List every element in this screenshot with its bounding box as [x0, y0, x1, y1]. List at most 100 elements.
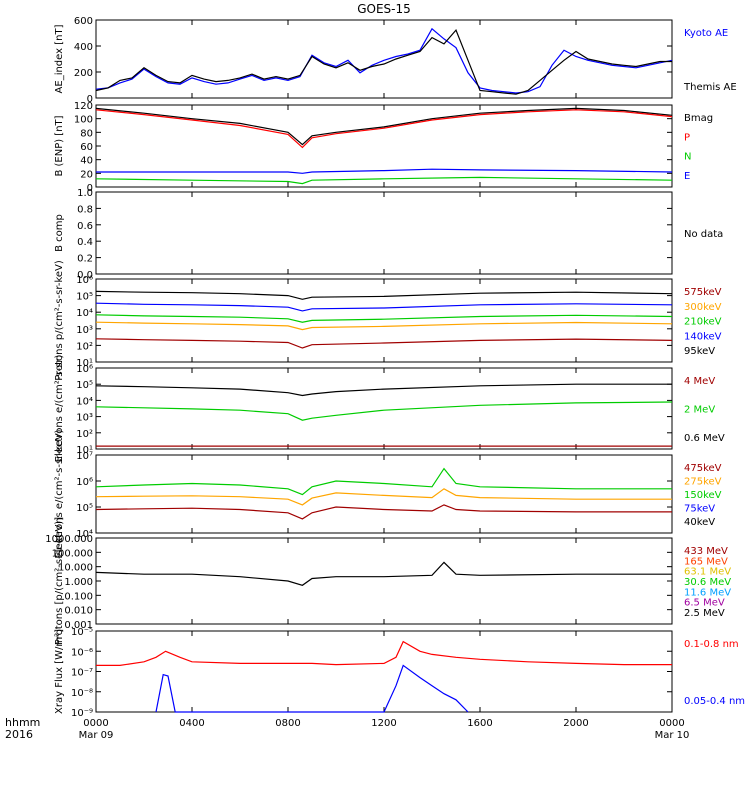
legend-entry: N	[684, 152, 691, 163]
y-tick-label: 10³	[76, 325, 93, 336]
y-tick-label: 10⁶	[76, 275, 93, 286]
series-line	[95, 28, 672, 95]
series-line	[95, 561, 672, 586]
series-line	[95, 27, 673, 94]
y-tick-label: 10⁵	[76, 380, 93, 391]
y-tick-label: 20	[80, 169, 93, 180]
x-tick-label: 0000	[659, 718, 684, 729]
y-tick-label: 10²	[76, 341, 93, 352]
y-tick-label: 0.4	[77, 237, 93, 248]
y-axis-label: B (ENP) [nT]	[54, 115, 65, 176]
y-tick-label: 0.001	[64, 620, 93, 631]
x-tick-label: 0000	[83, 718, 108, 729]
legend-entry: Bmag	[684, 113, 713, 124]
legend-entry: 2 MeV	[684, 405, 715, 416]
x-tick-date: Mar 09	[79, 730, 114, 741]
y-tick-label: 10⁻⁸	[71, 688, 93, 699]
legend-entry: Themis AE	[683, 82, 737, 93]
series-line	[95, 302, 673, 312]
y-tick-label: 60	[80, 142, 93, 153]
x-corner-top: hhmm	[5, 716, 40, 729]
y-tick-label: 200	[74, 68, 93, 79]
y-tick-label: 10⁻⁹	[71, 708, 93, 719]
legend-entry: 433 MeV	[684, 546, 728, 557]
legend-entry: 150keV	[684, 490, 722, 501]
x-tick-label: 1200	[371, 718, 396, 729]
y-tick-label: 10⁴	[76, 529, 93, 540]
series-line	[95, 488, 672, 506]
series-line	[95, 467, 672, 496]
series-line	[95, 290, 673, 300]
y-tick-label: 10¹	[76, 358, 93, 369]
y-tick-label: 80	[80, 128, 93, 139]
y-tick-label: 10⁴	[76, 308, 93, 319]
legend-entry: 2.5 MeV	[684, 608, 725, 619]
y-tick-label: 0.0	[77, 270, 93, 281]
y-tick-label: 10⁶	[76, 364, 93, 375]
y-axis-label: B comp	[54, 214, 65, 252]
legend-entry: 475keV	[684, 463, 722, 474]
y-axis-label: Electrons e/(cm²-s-sr)	[54, 355, 65, 463]
legend-entry: P	[684, 132, 690, 143]
series-line	[95, 401, 673, 421]
legend-entry: 0.6 MeV	[684, 433, 725, 444]
y-axis-label: Electrons e/(cm²-s-sr-keV)	[54, 429, 65, 558]
legend-entry: 300keV	[684, 302, 722, 313]
legend-entry: 165 MeV	[684, 556, 728, 567]
panel-4: 10¹ 10² 10³ 10⁴ 10⁵ 10⁶ Electrons e/(cm²-s-sr)…	[54, 355, 725, 463]
panel-6: 0.001 0.010 0.100 1.000 10.000 100.000 1000.00…	[45, 517, 731, 645]
series-line	[96, 640, 672, 667]
y-tick-label: 40	[80, 156, 93, 167]
panel-7: 10⁻⁹ 10⁻⁸ 10⁻⁷ 10⁻⁶ 10⁻⁵ Xray Flux [W/m²] 0.1-…	[54, 627, 745, 719]
legend-entry: 40keV	[684, 517, 715, 528]
series-line	[95, 321, 673, 331]
panel-0: 0 200 400 600 AE_index [nT] Kyoto AE Themis AE	[54, 16, 737, 105]
legend-entry: 210keV	[684, 317, 722, 328]
y-tick-label: 0	[87, 94, 93, 105]
y-axis-label: Protons [p/(cm²-s-sr-keV)]	[54, 517, 65, 645]
legend-entry: 6.5 MeV	[684, 598, 725, 609]
legend-entry: 63.1 MeV	[684, 567, 731, 578]
panel-frame	[95, 278, 673, 363]
y-tick-label: 10⁵	[76, 292, 93, 303]
y-tick-label: 400	[74, 42, 93, 53]
y-axis-label: AE_index [nT]	[54, 24, 65, 93]
legend-entry: Kyoto AE	[684, 28, 728, 39]
series-line	[95, 383, 672, 397]
series-line	[95, 176, 673, 185]
legend-entry: 275keV	[684, 477, 722, 488]
y-tick-label: 10⁴	[76, 396, 93, 407]
y-axis-label: Protons p/(cm²-s-sr-keV)	[54, 260, 65, 381]
y-tick-label: 10.000	[58, 563, 93, 574]
panel-2: 0.0 0.2 0.4 0.6 0.8 1.0 B comp No data	[54, 188, 723, 281]
series-line	[95, 109, 673, 149]
x-tick-label: 1600	[467, 718, 492, 729]
y-tick-label: 0.2	[77, 254, 93, 265]
series-line	[95, 504, 672, 520]
y-tick-label: 10⁶	[76, 477, 93, 488]
panel-frame	[95, 537, 673, 625]
legend-entry: 0.05-0.4 nm	[684, 696, 745, 707]
legend-entry: 4 MeV	[684, 376, 715, 387]
y-tick-label: 0.010	[64, 606, 93, 617]
x-corner-bottom: 2016	[5, 728, 33, 741]
legend-entry: 575keV	[684, 287, 722, 298]
y-tick-label: 100.000	[52, 548, 93, 559]
y-tick-label: 0.6	[77, 221, 93, 232]
y-tick-label: 10⁻⁷	[71, 668, 93, 679]
x-tick-label: 2000	[563, 718, 588, 729]
legend-entry: 95keV	[684, 346, 715, 357]
y-tick-label: 10¹	[76, 445, 93, 456]
y-tick-label: 100	[74, 115, 93, 126]
legend-entry: 30.6 MeV	[684, 577, 731, 588]
panel-frame	[95, 191, 673, 275]
series-line	[95, 338, 673, 349]
x-tick-date: Mar 10	[655, 730, 690, 741]
legend-entry: 140keV	[684, 331, 722, 342]
y-tick-label: 0	[87, 183, 93, 194]
panel-frame	[95, 630, 673, 713]
series-line	[95, 107, 673, 146]
series-line	[155, 664, 469, 713]
panel-1: 0 20 40 60 80 100 120 B (ENP) [nT] Bmag PNE	[54, 101, 713, 194]
